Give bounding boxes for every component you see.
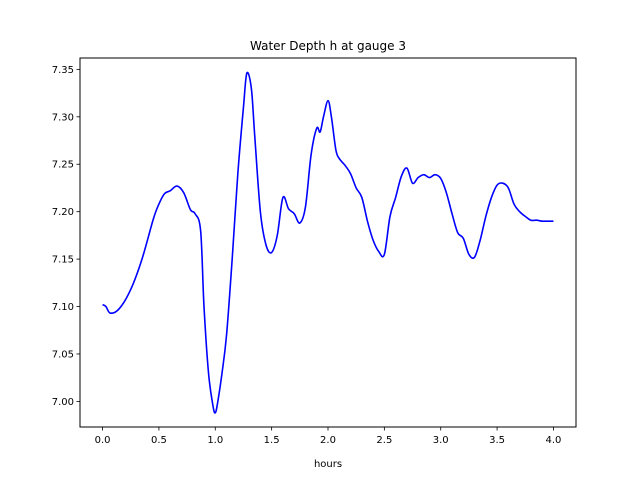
plot-frame (79, 57, 577, 428)
y-tick-label: 7.20 (52, 207, 74, 218)
y-tick-label: 7.35 (52, 65, 74, 76)
chart-title: Water Depth h at gauge 3 (250, 39, 406, 53)
y-tick-label: 7.00 (52, 397, 74, 408)
x-axis-label: hours (314, 459, 342, 470)
y-tick-label: 7.30 (52, 112, 74, 123)
series-line-0 (102, 71, 554, 414)
x-tick-label: 0.5 (151, 435, 167, 446)
plot-area (80, 58, 576, 427)
y-tick-label: 7.25 (52, 160, 74, 171)
x-tick-label: 4.0 (546, 435, 562, 446)
x-tick-label: 2.0 (320, 435, 336, 446)
y-tick-label: 7.15 (52, 255, 74, 266)
x-tick-label: 2.5 (376, 435, 392, 446)
x-tick-label: 3.5 (489, 435, 505, 446)
x-tick-label: 0.0 (95, 435, 111, 446)
y-tick-label: 7.10 (52, 302, 74, 313)
x-tick-label: 1.0 (207, 435, 223, 446)
series-layer (102, 71, 554, 414)
x-tick-label: 3.0 (433, 435, 449, 446)
y-axis: 7.00 7.05 7.10 7.15 7.20 7.25 7.30 7.35 (52, 65, 80, 408)
x-tick-label: 1.5 (264, 435, 280, 446)
y-tick-label: 7.05 (52, 349, 74, 360)
x-axis: 0.0 0.5 1.0 1.5 2.0 2.5 3.0 3.5 4.0 (95, 427, 562, 446)
